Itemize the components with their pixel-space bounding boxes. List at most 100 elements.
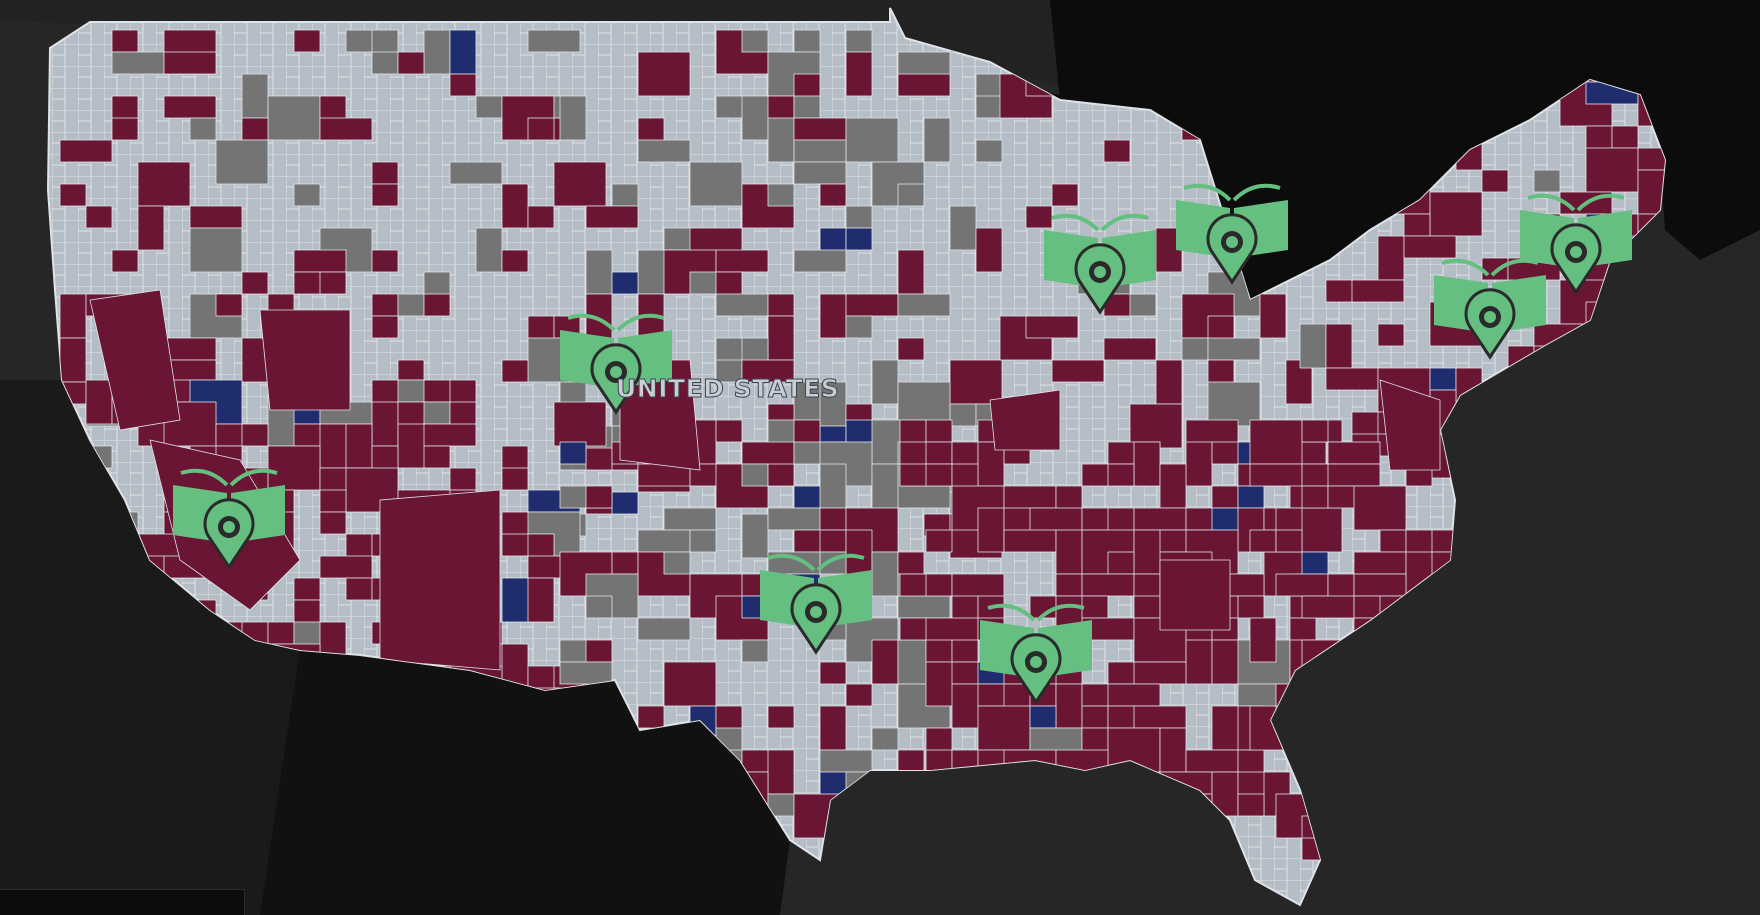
county-shape[interactable] [819,293,847,339]
county-shape[interactable] [111,117,139,141]
county-shape[interactable] [137,205,165,251]
county-shape[interactable] [871,727,899,751]
county-shape[interactable] [897,551,925,575]
county-shape[interactable] [1353,551,1407,575]
county-shape[interactable] [793,485,821,509]
county-shape[interactable] [319,555,373,579]
county-shape[interactable] [449,29,477,75]
county-shape[interactable] [423,29,451,75]
county-shape[interactable] [319,511,347,535]
county-shape[interactable] [137,161,191,207]
county-shape[interactable] [1249,463,1303,487]
county-shape[interactable] [949,359,1003,405]
county-shape[interactable] [1353,485,1407,531]
county-shape[interactable] [215,293,243,317]
county-shape[interactable] [1351,279,1405,303]
county-shape[interactable] [163,337,217,361]
county-shape[interactable] [1051,359,1105,383]
county-shape[interactable] [663,661,717,707]
county-shape[interactable] [527,577,555,623]
county-shape[interactable] [819,705,847,751]
county-shape[interactable] [715,293,769,317]
county-shape[interactable] [189,117,217,141]
county-shape[interactable] [1133,441,1161,487]
county-shape[interactable] [925,441,953,465]
county-shape[interactable] [767,463,795,487]
county-shape[interactable] [637,617,691,641]
county-shape[interactable] [925,463,953,487]
county-shape[interactable] [819,183,847,207]
county-shape[interactable] [163,51,217,75]
county-shape[interactable] [741,513,769,559]
county-shape[interactable] [1107,551,1135,575]
county-shape[interactable] [1133,661,1187,685]
county-shape[interactable] [111,51,165,75]
county-shape[interactable] [293,29,321,53]
county-shape[interactable] [897,249,925,295]
county-shape[interactable] [1481,169,1509,193]
county-shape[interactable] [189,227,243,273]
county-shape[interactable] [1081,573,1135,597]
county-shape[interactable] [1107,683,1161,707]
county-shape[interactable] [559,661,613,685]
county-shape[interactable] [871,359,899,405]
county-shape[interactable] [741,463,769,487]
county-shape[interactable] [715,359,743,383]
county-shape[interactable] [1301,485,1329,509]
county-shape[interactable] [637,51,691,97]
county-shape[interactable] [767,507,821,531]
county-shape[interactable] [1403,235,1457,259]
county-shape[interactable] [637,139,691,163]
county-shape[interactable] [845,227,873,251]
county-shape[interactable] [845,683,873,707]
county-shape[interactable] [319,271,347,295]
county-shape[interactable] [637,705,665,729]
county-shape[interactable] [819,463,847,509]
county-shape[interactable] [611,271,639,295]
county-shape[interactable] [1377,235,1405,281]
library-marker-central-texas[interactable] [760,553,872,655]
county-shape[interactable] [1611,125,1639,149]
county-shape[interactable] [975,227,1003,273]
county-shape[interactable] [259,309,351,411]
county-shape[interactable] [1379,529,1407,553]
county-shape[interactable] [1159,463,1187,509]
county-shape[interactable] [527,29,581,53]
county-shape[interactable] [975,95,1003,119]
county-shape[interactable] [241,423,269,447]
county-shape[interactable] [319,489,347,513]
county-shape[interactable] [553,401,607,447]
county-shape[interactable] [715,419,743,443]
county-shape[interactable] [1159,559,1231,631]
county-shape[interactable] [923,117,951,163]
county-shape[interactable] [949,403,977,427]
county-shape[interactable] [1249,419,1303,465]
county-shape[interactable] [1237,595,1265,619]
county-shape[interactable] [1585,147,1639,193]
library-marker-los-angeles[interactable] [173,468,285,570]
county-shape[interactable] [741,359,795,383]
county-shape[interactable] [501,467,529,491]
county-shape[interactable] [1185,639,1213,685]
county-shape[interactable] [793,117,847,141]
county-shape[interactable] [1103,139,1131,163]
county-shape[interactable] [1025,205,1053,229]
county-shape[interactable] [741,639,769,663]
county-shape[interactable] [397,51,425,75]
county-shape[interactable] [819,529,847,553]
county-shape[interactable] [423,423,477,447]
county-shape[interactable] [371,293,399,317]
county-shape[interactable] [767,293,795,317]
county-shape[interactable] [423,445,451,469]
county-shape[interactable] [1379,379,1441,471]
county-shape[interactable] [1325,367,1379,391]
county-shape[interactable] [371,161,399,185]
county-shape[interactable] [1301,419,1329,443]
county-shape[interactable] [767,705,795,729]
county-shape[interactable] [267,621,295,645]
county-shape[interactable] [1249,529,1277,553]
library-marker-louisiana[interactable] [980,603,1092,705]
county-shape[interactable] [293,249,347,273]
county-shape[interactable] [585,205,639,229]
county-shape[interactable] [59,183,87,207]
